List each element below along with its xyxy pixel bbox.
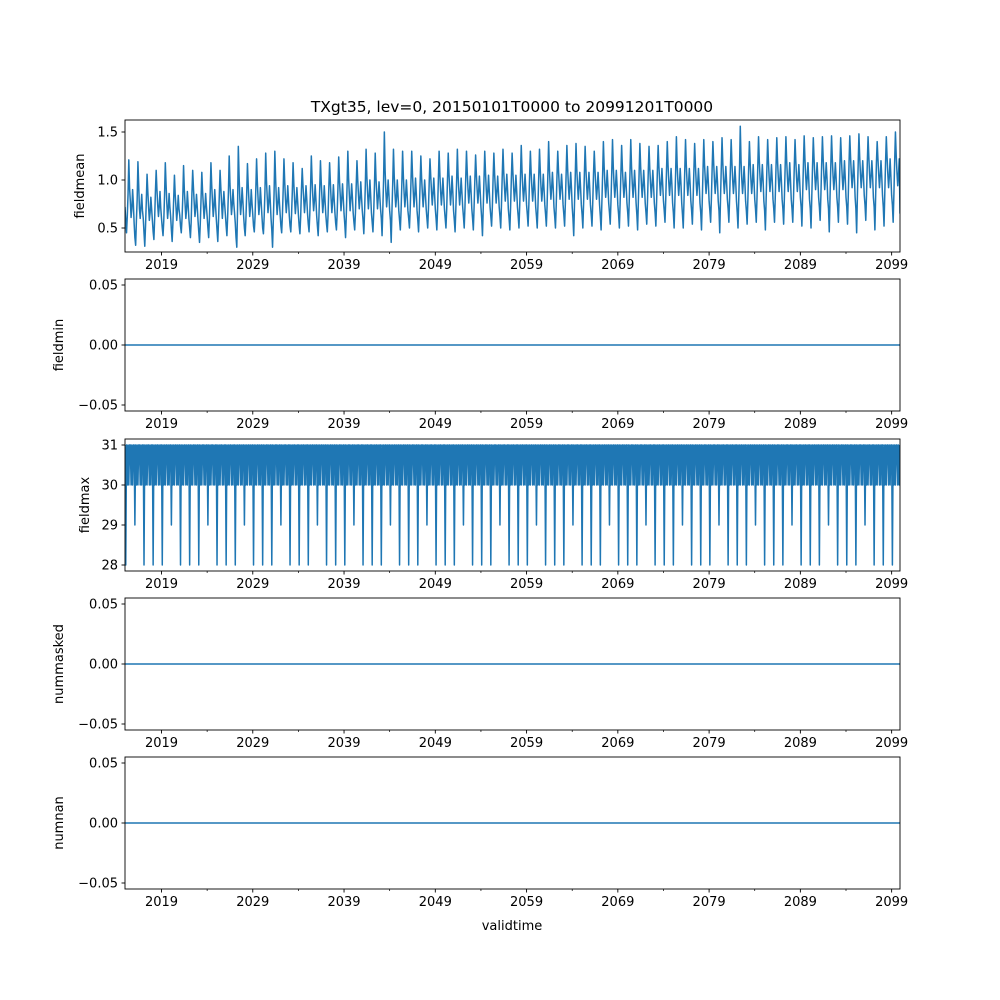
x-tick-label: 2069 xyxy=(601,417,634,432)
y-axis-label: numnan xyxy=(52,796,67,850)
subplot-nummasked: −0.05 0.00 0.05 2019 2029 2039 2049 2059 2069 207… xyxy=(52,598,908,752)
x-tick-label: 2099 xyxy=(875,258,908,273)
x-tick-label: 2049 xyxy=(419,417,452,432)
x-tick-label: 2089 xyxy=(784,736,817,751)
x-tick-label: 2099 xyxy=(875,895,908,910)
x-tick-label: 2069 xyxy=(601,258,634,273)
x-tick-label: 2059 xyxy=(510,417,543,432)
x-tick-label: 2029 xyxy=(236,577,269,592)
y-tick-label: 1.5 xyxy=(97,126,118,141)
y-tick-label: 0.05 xyxy=(89,598,118,613)
subplot-fieldmin: −0.05 0.00 0.05 2019 2029 2039 2049 2059 2069 207… xyxy=(52,279,908,433)
x-tick-label: 2039 xyxy=(327,258,360,273)
axes-frame xyxy=(124,119,901,253)
x-axis-label: validtime xyxy=(482,919,543,934)
x-tick-label: 2099 xyxy=(875,577,908,592)
y-tick-label: 31 xyxy=(101,439,118,454)
x-tick-label: 2029 xyxy=(236,417,269,432)
fieldmax-series-line xyxy=(125,444,900,566)
axes-frame xyxy=(124,438,901,572)
y-axis-label: nummasked xyxy=(52,624,67,704)
x-tick-label: 2019 xyxy=(145,736,178,751)
x-tick-label: 2029 xyxy=(236,736,269,751)
x-tick-label: 2059 xyxy=(510,258,543,273)
x-tick-label: 2069 xyxy=(601,895,634,910)
y-tick-label: 0.05 xyxy=(89,279,118,294)
x-tick-label: 2039 xyxy=(327,577,360,592)
x-tick-label: 2039 xyxy=(327,417,360,432)
x-tick-label: 2059 xyxy=(510,895,543,910)
chart-title: TXgt35, lev=0, 20150101T0000 to 20991201… xyxy=(310,98,713,116)
x-tick-label: 2019 xyxy=(145,417,178,432)
x-tick-label: 2049 xyxy=(419,258,452,273)
y-tick-label: 30 xyxy=(101,479,118,494)
x-tick-label: 2049 xyxy=(419,577,452,592)
y-axis-label: fieldmin xyxy=(52,319,67,372)
x-tick-label: 2019 xyxy=(145,895,178,910)
x-tick-label: 2029 xyxy=(236,895,269,910)
x-tick-label: 2079 xyxy=(693,736,726,751)
x-tick-label: 2099 xyxy=(875,417,908,432)
y-tick-label: 29 xyxy=(101,519,118,534)
x-tick-label: 2089 xyxy=(784,417,817,432)
y-axis-label: fieldmean xyxy=(73,154,88,219)
y-tick-label: −0.05 xyxy=(78,399,118,414)
x-tick-label: 2059 xyxy=(510,577,543,592)
y-tick-label: −0.05 xyxy=(78,718,118,733)
y-tick-label: 0.05 xyxy=(89,757,118,772)
x-tick-label: 2049 xyxy=(419,895,452,910)
x-tick-label: 2069 xyxy=(601,577,634,592)
y-tick-label: 28 xyxy=(101,559,118,574)
fieldmean-series-line xyxy=(125,125,900,248)
x-tick-label: 2019 xyxy=(145,577,178,592)
x-tick-label: 2019 xyxy=(145,258,178,273)
x-tick-label: 2079 xyxy=(693,577,726,592)
y-tick-label: −0.05 xyxy=(78,877,118,892)
x-tick-label: 2079 xyxy=(693,895,726,910)
x-tick-label: 2039 xyxy=(327,895,360,910)
x-tick-label: 2049 xyxy=(419,736,452,751)
y-axis-label: fieldmax xyxy=(78,477,93,534)
y-tick-label: 1.0 xyxy=(97,174,118,189)
y-tick-label: 0.00 xyxy=(89,817,118,832)
y-tick-label: 0.00 xyxy=(89,339,118,354)
x-tick-label: 2089 xyxy=(784,577,817,592)
x-tick-label: 2069 xyxy=(601,736,634,751)
subplot-numnan: −0.05 0.00 0.05 2019 2029 2039 2049 2059 2069 207… xyxy=(52,757,908,911)
subplot-fieldmean: 0.5 1.0 1.5 2019 2029 2039 2049 2059 2069 2079 208… xyxy=(73,119,908,273)
subplot-fieldmax: 28 29 30 31 2019 2029 2039 2049 2059 2069 2079 2089… xyxy=(78,439,908,593)
y-tick-label: 0.00 xyxy=(89,658,118,673)
x-tick-label: 2089 xyxy=(784,258,817,273)
x-tick-label: 2039 xyxy=(327,736,360,751)
x-tick-label: 2099 xyxy=(875,736,908,751)
x-tick-label: 2029 xyxy=(236,258,269,273)
x-tick-label: 2059 xyxy=(510,736,543,751)
x-tick-label: 2079 xyxy=(693,258,726,273)
y-tick-label: 0.5 xyxy=(97,222,118,237)
x-tick-label: 2079 xyxy=(693,417,726,432)
x-tick-label: 2089 xyxy=(784,895,817,910)
